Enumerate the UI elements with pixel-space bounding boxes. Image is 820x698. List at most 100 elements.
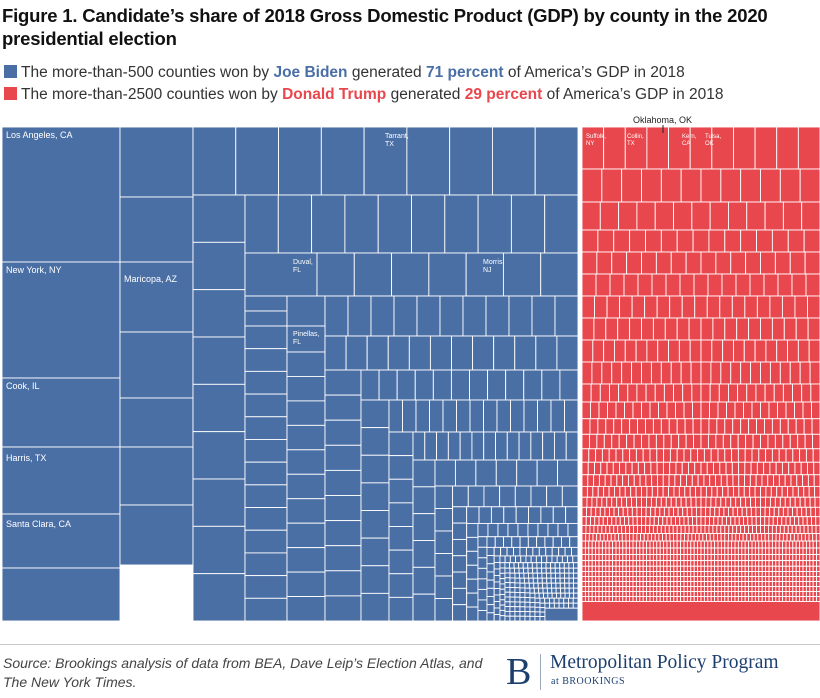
county-cell-417 (560, 587, 566, 594)
county-cell-1115 (795, 524, 801, 534)
county-cell-985 (728, 506, 734, 518)
county-cell-1003 (810, 506, 816, 518)
county-cell-195 (503, 506, 517, 524)
county-cell-99 (324, 545, 362, 572)
county-cell-1104 (752, 524, 757, 534)
county-cell-1790 (731, 586, 736, 592)
county-cell-1941 (768, 596, 773, 602)
county-cell-1055 (794, 516, 800, 526)
county-cell-1660 (765, 576, 770, 582)
county-cell-1430 (697, 560, 702, 567)
county-cell-1117 (803, 524, 809, 534)
county-cell-944 (774, 496, 781, 508)
legend-biden-mid: generated (347, 64, 426, 81)
county-cell-373 (532, 577, 539, 584)
county-cell-1818 (588, 591, 593, 597)
county-cell-1085 (676, 524, 682, 534)
county-cell-1500 (697, 565, 702, 572)
county-cell-653 (782, 383, 793, 403)
county-cell-9 (278, 126, 322, 196)
county-cell-0 (119, 126, 194, 198)
county-label: New York, NY (6, 265, 62, 275)
county-cell-1147 (676, 533, 682, 542)
county-cell-14 (491, 126, 536, 196)
county-cell-525 (760, 251, 776, 275)
county-cell-1568 (690, 571, 695, 577)
county-cell-345 (509, 610, 516, 617)
county-cell-891 (743, 485, 751, 498)
county-cell-1874 (778, 591, 784, 597)
county-cell-394 (537, 582, 544, 589)
county-cell-51 (244, 484, 288, 508)
county-cell-1331 (598, 554, 603, 562)
county-cell-1745 (816, 581, 820, 587)
county-cell-535 (665, 273, 681, 297)
county-cell-47 (244, 393, 288, 418)
county-cell-370 (519, 577, 525, 584)
county-cell-1649 (727, 576, 733, 582)
county-cell-1269 (625, 547, 631, 556)
county-cell-1324 (812, 547, 818, 556)
county-cell-1487 (652, 565, 658, 572)
county-cell-1359 (693, 554, 699, 562)
county-cell-1009 (598, 516, 604, 526)
county-cell-1828 (622, 591, 627, 597)
county-cell-202 (466, 536, 479, 552)
county-cell-big-5 (1, 567, 121, 622)
county-cell-97 (324, 495, 362, 522)
county-cell-933 (720, 496, 727, 508)
county-cell-1926 (717, 596, 722, 602)
county-cell-456 (553, 602, 560, 609)
county-cell-767 (717, 448, 726, 463)
county-cell-259 (493, 555, 501, 563)
county-cell-1716 (717, 581, 722, 587)
county-cell-1777 (686, 586, 692, 592)
county-cell-1352 (669, 554, 675, 562)
county-cell-854 (778, 474, 786, 487)
county-cell-78 (286, 571, 326, 597)
county-cell-1221 (700, 540, 705, 549)
county-cell-121 (360, 592, 390, 622)
county-cell-804 (719, 461, 727, 476)
county-cell-114 (360, 399, 390, 429)
county-cell-840 (697, 474, 705, 487)
county-cell-29 (377, 194, 412, 254)
county-cell-1416 (649, 560, 654, 567)
county-cell-1955 (816, 596, 820, 602)
county-cell-1689 (625, 581, 631, 587)
county-cell-866 (608, 485, 615, 498)
county-cell-576 (712, 317, 726, 341)
county-cell-215 (547, 522, 559, 538)
county-cell-261 (493, 568, 501, 576)
county-cell-1398 (588, 560, 593, 567)
county-cell-286 (499, 572, 506, 580)
county-cell-1868 (758, 591, 763, 597)
county-cell-981 (709, 506, 716, 518)
county-cell-1348 (656, 554, 661, 562)
county-cell-1205 (646, 540, 651, 549)
county-cell-1316 (785, 547, 790, 556)
county-cell-409 (524, 615, 531, 622)
county-label: Duval, (293, 259, 313, 266)
county-cell-67 (531, 295, 556, 337)
county-cell-129 (483, 399, 498, 433)
county-cell-542 (763, 273, 779, 297)
county-cell-1817 (584, 591, 590, 597)
county-cell-1776 (683, 586, 688, 592)
county-cell-4 (119, 397, 194, 448)
county-cell-1698 (656, 581, 661, 587)
county-cell-1770 (663, 586, 668, 592)
county-cell-1850 (697, 591, 702, 597)
county-cell-630 (809, 361, 820, 385)
county-cell-1200 (629, 540, 634, 549)
county-cell-1388 (792, 554, 797, 562)
county-cell-1681 (598, 581, 603, 587)
county-cell-1248 (792, 540, 797, 549)
county-cell-1952 (805, 596, 811, 602)
county-cell-846 (732, 474, 740, 487)
county-cell-448 (568, 597, 574, 604)
county-cell-952 (814, 496, 820, 508)
county-cell-237 (486, 546, 495, 557)
county-cell-1319 (795, 547, 801, 556)
county-cell-1937 (754, 596, 760, 602)
